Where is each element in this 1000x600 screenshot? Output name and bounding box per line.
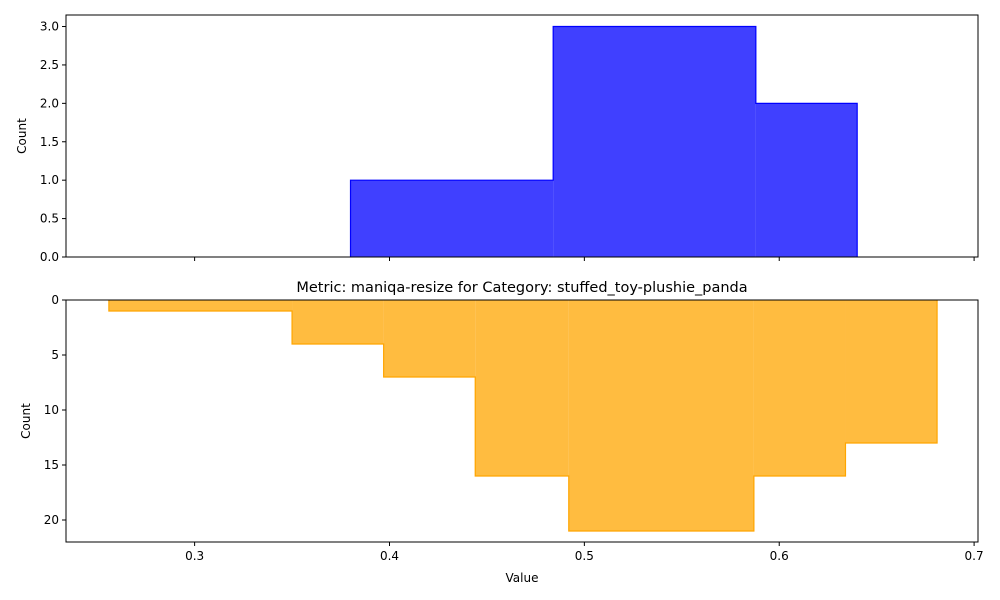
top-histogram-outline [349,25,858,257]
top-y-tick-label: 2.5 [40,58,59,72]
top-bar-2 [755,103,858,257]
bot-x-tick-label: 0.5 [575,549,594,563]
bot-bar-2 [383,300,476,377]
bot-y-tick-label: 20 [44,513,59,527]
top-y-tick-label: 0.5 [40,212,59,226]
bot-y-tick-label: 0 [51,293,59,307]
bot-bar-1 [292,300,384,344]
bottom-histogram-panel: Metric: maniqa-resize for Category: stuf… [19,280,984,585]
bot-histogram-outline [108,300,938,532]
bot-bar-5 [753,300,846,476]
bot-y-tick-label: 15 [44,458,59,472]
top-y-axis-label: Count [15,118,29,154]
bottom-axes-frame [65,299,979,543]
bot-bar-0 [108,300,293,311]
top-bars [349,25,858,258]
bot-x-tick-label: 0.4 [380,549,399,563]
top-y-tick-label: 0.0 [40,250,59,264]
top-y-tick-label: 3.0 [40,20,59,34]
bot-bar-3 [475,300,569,476]
bot-bar-6 [845,300,938,443]
bottom-y-ticks: 0 5 10 15 20 [44,293,66,527]
bottom-x-axis-label: Value [506,571,539,585]
top-x-ticks [194,257,975,261]
bot-x-tick-label: 0.7 [965,549,984,563]
top-y-tick-label: 1.0 [40,173,59,187]
bot-bar-4 [568,300,754,531]
top-y-ticks: 0.0 0.5 1.0 1.5 2.0 2.5 3.0 [40,20,66,264]
bottom-bars [108,300,938,532]
bot-x-tick-label: 0.3 [185,549,204,563]
top-axes-frame [65,14,979,258]
bottom-chart-title: Metric: maniqa-resize for Category: stuf… [296,280,747,296]
bot-y-tick-label: 10 [44,403,59,417]
bot-x-tick-label: 0.6 [770,549,789,563]
top-y-tick-label: 1.5 [40,135,59,149]
bottom-y-axis-label: Count [19,403,33,439]
top-bar-1 [553,26,756,258]
bottom-x-ticks: 0.3 0.4 0.5 0.6 0.7 [185,542,984,563]
top-y-tick-label: 2.0 [40,96,59,110]
top-bar-0 [350,180,554,257]
bot-y-tick-label: 5 [51,348,59,362]
top-histogram-panel: 0.0 0.5 1.0 1.5 2.0 2.5 3.0 Count [15,14,979,264]
